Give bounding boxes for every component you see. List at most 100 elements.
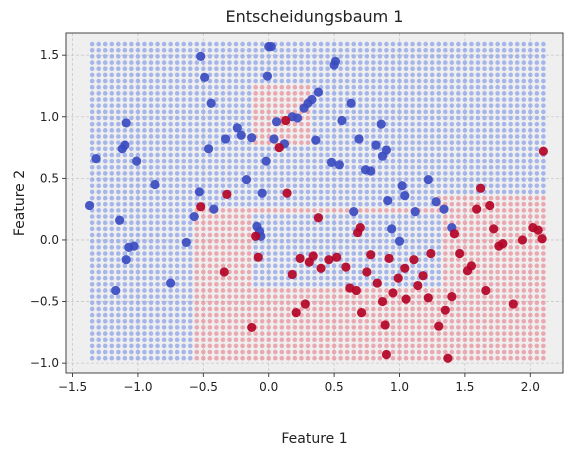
grid-point-class-1 [214, 300, 219, 306]
grid-point-class-1 [416, 331, 422, 336]
grid-point-class-0 [168, 300, 173, 306]
grid-point-class-0 [364, 134, 370, 139]
grid-point-class-0 [240, 146, 245, 152]
grid-point-class-0 [148, 146, 154, 152]
grid-point-class-0 [174, 282, 180, 287]
grid-point-class-0 [253, 72, 258, 78]
grid-point-class-0 [357, 146, 363, 152]
grid-point-class-0 [429, 109, 435, 115]
data-point-class-0 [313, 87, 324, 97]
grid-point-class-0 [89, 140, 95, 145]
grid-point-class-0 [416, 115, 422, 121]
grid-point-class-1 [299, 208, 304, 213]
grid-point-class-0 [109, 103, 115, 108]
grid-point-class-0 [135, 152, 141, 158]
grid-point-class-0 [318, 121, 324, 127]
grid-point-class-1 [410, 300, 415, 306]
grid-point-class-1 [528, 238, 533, 244]
data-point-class-1 [219, 267, 229, 277]
grid-point-class-0 [168, 183, 173, 189]
grid-point-class-1 [240, 349, 245, 355]
grid-point-class-0 [488, 128, 494, 133]
grid-point-class-0 [246, 60, 252, 65]
grid-point-class-0 [514, 115, 520, 121]
grid-point-class-0 [344, 195, 350, 201]
grid-point-class-0 [410, 72, 415, 78]
grid-point-class-0 [135, 251, 141, 256]
grid-point-class-0 [312, 238, 317, 244]
grid-point-class-1 [279, 306, 285, 312]
grid-point-class-0 [305, 177, 311, 182]
grid-point-class-0 [116, 66, 121, 72]
grid-point-class-1 [266, 121, 272, 127]
grid-point-class-1 [534, 349, 540, 355]
grid-point-class-0 [148, 257, 154, 262]
grid-point-class-1 [253, 103, 258, 108]
grid-point-class-0 [390, 103, 396, 108]
grid-point-class-1 [272, 325, 278, 330]
grid-point-class-0 [501, 146, 507, 152]
grid-point-class-1 [534, 294, 540, 299]
grid-point-class-0 [528, 189, 533, 195]
grid-point-class-0 [384, 238, 389, 244]
grid-point-class-1 [475, 195, 481, 201]
grid-point-class-1 [495, 318, 500, 324]
grid-point-class-0 [246, 91, 252, 96]
grid-point-class-0 [286, 282, 291, 287]
data-point-class-1 [381, 349, 392, 360]
data-point-class-1 [377, 296, 388, 307]
grid-point-class-0 [272, 158, 278, 164]
grid-point-class-0 [521, 41, 527, 47]
grid-point-class-1 [475, 226, 481, 232]
grid-point-class-1 [286, 312, 291, 318]
grid-point-class-0 [292, 245, 298, 250]
grid-point-class-0 [214, 54, 219, 59]
grid-point-class-0 [410, 177, 415, 182]
data-point-class-0 [241, 174, 252, 185]
grid-point-class-0 [305, 195, 311, 201]
grid-point-class-0 [102, 146, 108, 152]
grid-point-class-1 [312, 343, 317, 349]
grid-point-class-0 [122, 201, 128, 207]
grid-point-class-1 [390, 306, 396, 312]
grid-point-class-0 [528, 164, 533, 170]
grid-point-class-0 [508, 109, 513, 115]
grid-point-class-1 [201, 251, 206, 256]
grid-point-class-0 [109, 183, 115, 189]
grid-point-class-0 [187, 208, 193, 213]
grid-point-class-1 [397, 355, 402, 361]
grid-point-class-0 [187, 269, 193, 275]
x-tick-label: 1.5 [455, 380, 474, 394]
data-point-class-1 [313, 213, 324, 223]
grid-point-class-0 [357, 257, 363, 262]
grid-point-class-1 [259, 294, 265, 299]
grid-point-class-1 [501, 312, 507, 318]
grid-point-class-1 [456, 226, 461, 232]
data-point-class-1 [356, 308, 367, 318]
grid-point-class-0 [344, 91, 350, 96]
grid-point-class-0 [410, 245, 415, 250]
grid-point-class-1 [207, 282, 213, 287]
grid-point-class-0 [109, 300, 115, 306]
grid-point-class-0 [129, 288, 134, 293]
grid-point-class-0 [116, 355, 121, 361]
grid-point-class-1 [423, 331, 428, 336]
grid-point-class-0 [318, 103, 324, 108]
grid-point-class-0 [462, 171, 468, 176]
grid-point-class-0 [102, 312, 108, 318]
grid-point-class-0 [423, 226, 428, 232]
grid-point-class-0 [403, 152, 409, 158]
grid-point-class-0 [528, 134, 533, 139]
grid-point-class-0 [102, 251, 108, 256]
grid-point-class-0 [541, 171, 546, 176]
grid-point-class-0 [122, 60, 128, 65]
grid-point-class-0 [148, 275, 154, 281]
grid-point-class-0 [187, 282, 193, 287]
data-point-class-1 [485, 200, 495, 211]
grid-point-class-0 [194, 171, 200, 176]
grid-point-class-0 [181, 121, 187, 127]
grid-point-class-0 [96, 91, 101, 96]
grid-point-class-0 [305, 78, 311, 84]
grid-point-class-1 [482, 343, 487, 349]
grid-point-class-1 [364, 343, 370, 349]
